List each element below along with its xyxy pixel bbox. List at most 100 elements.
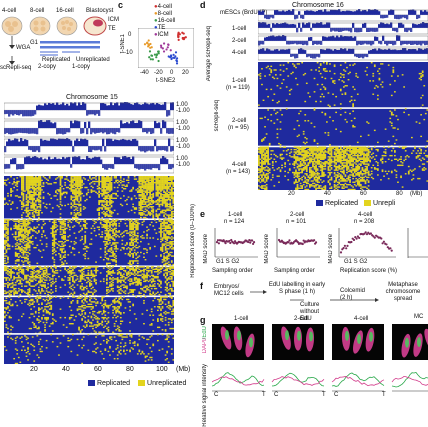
- g-stage-2cell: 2-cell: [294, 316, 308, 323]
- e3-ylabel: MAD score: [328, 234, 335, 264]
- e1-phases: G1 S G2: [216, 259, 239, 266]
- g1-label: G1: [30, 40, 38, 47]
- panel-e: e 1-cell n = 124 MAD score G1 S G2 Sampl…: [200, 210, 428, 278]
- stage-label-4cell: 4-cell: [2, 8, 16, 15]
- group-4cell-name: 4-cell: [232, 162, 246, 169]
- chr15-profile-tracks: [4, 102, 174, 174]
- panel-g-label: g: [200, 316, 206, 325]
- legend-8cell: ●8-cell: [154, 11, 175, 18]
- e2-ylabel: MAD score: [264, 234, 271, 264]
- e2-mad-plot: [276, 228, 320, 258]
- chr16-xunit: (Mb): [410, 191, 422, 198]
- chr15-xtick-80: 80: [126, 366, 134, 374]
- tsne-scatter: [138, 28, 194, 68]
- e3-xlabel: Replication score (%): [340, 268, 397, 275]
- scale-neg-1: -1.00: [176, 108, 190, 115]
- stage-label-8cell: 8-cell: [30, 8, 44, 15]
- panel-a: 4-cell 8-cell 16-cell Blastocyst ICM TE …: [0, 0, 120, 90]
- legend-replicated-swatch: [88, 380, 95, 386]
- g-edu-label: EdU: [202, 326, 208, 338]
- e3-mad-plot: [338, 228, 396, 258]
- g-axis-t-2: T: [322, 392, 326, 399]
- unreplicated-label: Unreplicated: [76, 57, 110, 64]
- tsne-ytick-neg10: -10: [124, 50, 133, 57]
- d-legend-unrepli-swatch: [364, 200, 371, 206]
- panel-e-label: e: [200, 210, 205, 219]
- stage-label-blastocyst: Blastocyst: [86, 8, 113, 15]
- chr16-xtick-20: 20: [288, 191, 295, 198]
- avg-4cell-label: 4-cell: [232, 50, 246, 57]
- legend-unreplicated-swatch: [138, 380, 145, 386]
- chr16-xaxis: 20 40 60 80 (Mb): [258, 191, 428, 199]
- g-stain-label: DAPI/EdU: [202, 326, 209, 353]
- f-arrows: [200, 280, 428, 316]
- copy1-label: 1-copy: [72, 64, 90, 71]
- chr15-legend: Replicated Unreplicated: [88, 380, 186, 388]
- g-micrographs: [212, 324, 428, 360]
- e4-partial-plot: [406, 228, 428, 258]
- chr15-heatmap: [4, 176, 174, 364]
- screpli-side-label: scRepli-seq: [214, 100, 221, 131]
- e3-n: n = 208: [354, 219, 374, 226]
- e3-title: 4-cell: [358, 212, 372, 219]
- g-stage-mc: MC: [414, 314, 423, 321]
- d-legend-replicated-label: Replicated: [325, 200, 358, 207]
- te-label: TE: [108, 26, 116, 33]
- replication-score-label: Replication score (0–100%): [190, 204, 197, 278]
- legend-4cell: ●4-cell: [154, 4, 175, 11]
- g-axis-t-3: T: [382, 392, 386, 399]
- e2-n: n = 101: [286, 219, 306, 226]
- replicated-label: Replicated: [42, 57, 70, 64]
- copy2-label: 2-copy: [38, 64, 56, 71]
- legend-replicated-label: Replicated: [97, 380, 130, 387]
- chr16-xtick-60: 60: [360, 191, 367, 198]
- chr15-xaxis: 20 40 60 80 100 (Mb): [4, 366, 206, 376]
- chr16-legend: Replicated Unrepli: [316, 200, 395, 208]
- e1-title: 1-cell: [228, 212, 242, 219]
- g-ylabel: Relative signal intensity: [202, 364, 209, 427]
- average-label: Average scRepli-seq: [206, 26, 213, 81]
- g-axis-t-1: T: [262, 392, 266, 399]
- scale-neg-2: -1.00: [176, 126, 190, 133]
- stage-label-16cell: 16-cell: [56, 8, 74, 15]
- panel-d: d Chromosome 16 mESCs (BrdU-IP) Average …: [200, 0, 428, 210]
- screpli-label: scRepli-seq: [0, 65, 31, 72]
- chr16-heatmap: [258, 62, 428, 190]
- scale-neg-3: -1.00: [176, 144, 190, 151]
- e3-phases: G1 S G2: [344, 259, 367, 266]
- scale-neg-4: -1.00: [176, 162, 190, 169]
- g-axis-c-2: C: [274, 392, 278, 399]
- chr15-xtick-100: 100: [156, 366, 168, 374]
- e1-n: n = 124: [224, 219, 244, 226]
- group-1cell-n: (n = 119): [226, 85, 250, 92]
- tsne-ytick-0: 0: [128, 32, 131, 39]
- group-2cell-name: 2-cell: [232, 118, 246, 125]
- e2-xlabel: Sampling order: [274, 268, 315, 275]
- chr15-xtick-40: 40: [62, 366, 70, 374]
- g-axis-c-3: C: [334, 392, 338, 399]
- tsne-xlabel: t-SNE2: [156, 78, 175, 85]
- panel-c: c ●4-cell ●8-cell ●16-cell ●TE ●ICM t-SN…: [118, 0, 198, 90]
- tsne-xtick-neg20: -20: [154, 70, 163, 77]
- panel-c-label: c: [118, 1, 123, 10]
- wga-label: WGA: [16, 45, 30, 52]
- e1-xlabel: Sampling order: [212, 268, 253, 275]
- avg-2cell-label: 2-cell: [232, 38, 246, 45]
- d-legend-replicated-swatch: [316, 200, 323, 206]
- panel-b: Chromosome 15 1.00 -1.00 1.00 -1.00 1.00…: [0, 92, 206, 400]
- g-axis-c-1: C: [214, 392, 218, 399]
- chr16-xtick-40: 40: [324, 191, 331, 198]
- group-2cell-n: (n = 95): [228, 125, 249, 132]
- g-dapi-label: DAPI: [202, 339, 208, 353]
- g-intensity-profiles: [212, 362, 428, 392]
- group-4cell-n: (n = 143): [226, 169, 250, 176]
- chr15-xtick-60: 60: [94, 366, 102, 374]
- chr15-xunit: (Mb): [176, 366, 190, 374]
- panel-g: g 1-cell 2-cell 4-cell MC DAPI/EdU Relat…: [200, 316, 428, 400]
- g-stage-4cell: 4-cell: [354, 316, 368, 323]
- panel-f: f Embryos/ MC12 cells EdU labelling in e…: [200, 280, 428, 316]
- legend-16cell: ●16-cell: [154, 18, 175, 25]
- e1-ylabel: MAD score: [203, 234, 210, 264]
- d-legend-unrepli-label: Unrepli: [373, 200, 395, 207]
- chr15-title: Chromosome 15: [66, 94, 118, 102]
